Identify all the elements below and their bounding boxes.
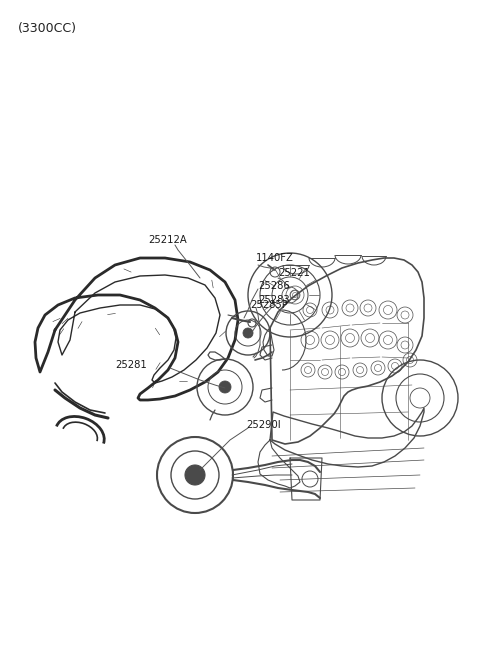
Text: 25285P: 25285P: [250, 300, 288, 310]
Text: 25286: 25286: [258, 281, 290, 291]
Circle shape: [243, 328, 253, 338]
Text: 1140FZ: 1140FZ: [256, 253, 294, 263]
Circle shape: [219, 381, 231, 393]
Text: (3300CC): (3300CC): [18, 22, 77, 35]
Text: 25281: 25281: [115, 360, 147, 370]
Text: 25221: 25221: [278, 268, 310, 278]
Text: 25212A: 25212A: [148, 235, 187, 245]
Circle shape: [185, 465, 205, 485]
Text: 25290I: 25290I: [246, 420, 281, 430]
Text: 25283: 25283: [258, 295, 289, 305]
